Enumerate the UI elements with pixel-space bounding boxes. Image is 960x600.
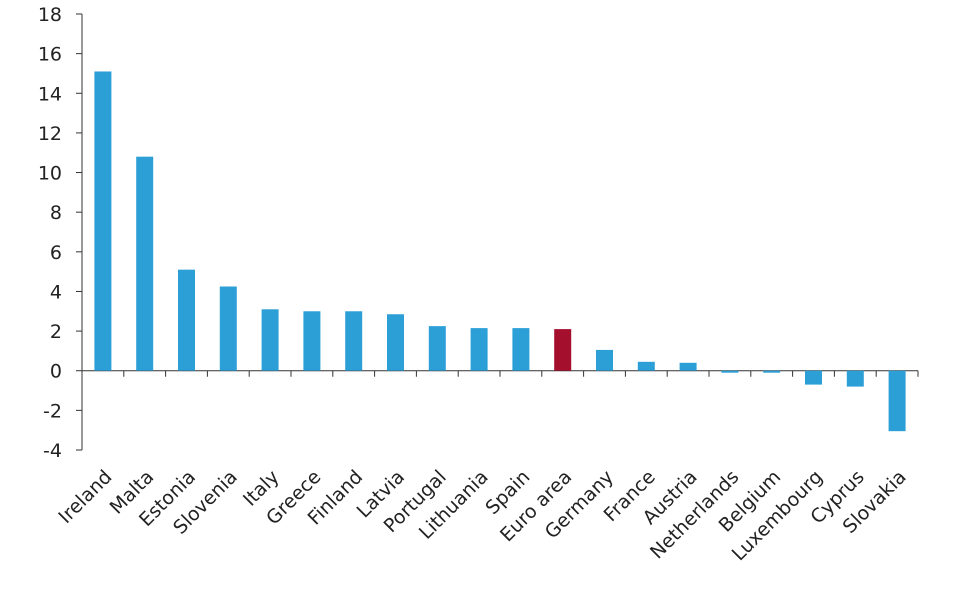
y-tick-label: 18 <box>38 4 62 26</box>
y-tick-label: 10 <box>38 163 62 185</box>
y-tick-label: 2 <box>50 321 62 343</box>
bar-greece <box>303 311 321 371</box>
bar-malta <box>136 156 154 371</box>
y-tick-label: 6 <box>50 242 62 264</box>
bar-portugal <box>428 326 446 371</box>
bar-spain <box>512 328 530 371</box>
bar-latvia <box>387 314 404 371</box>
bar-austria <box>679 362 697 371</box>
y-tick-label: 4 <box>50 281 62 303</box>
bar-cyprus <box>846 370 864 387</box>
bar-euro-area <box>554 329 572 371</box>
y-tick-label: 0 <box>50 361 62 383</box>
bar-netherlands <box>721 370 739 373</box>
y-axis: 18 16 14 12 10 8 6 4 2 0 -2 -4 <box>38 4 83 462</box>
bar-lithuania <box>470 328 488 371</box>
bar-germany <box>596 349 613 371</box>
y-tick-label: -2 <box>43 400 62 422</box>
bar-luxembourg <box>805 370 822 385</box>
x-category-label: Ireland <box>54 466 116 528</box>
bar-france <box>637 361 655 371</box>
x-axis <box>82 370 919 377</box>
bar-belgium <box>763 370 781 373</box>
y-tick-label: -4 <box>43 440 62 462</box>
bar-italy <box>261 309 279 371</box>
category-labels: IrelandMaltaEstoniaSloveniaItalyGreeceFi… <box>54 466 910 565</box>
y-tick-label: 8 <box>50 202 62 224</box>
bar-estonia <box>178 269 195 371</box>
bar-slovakia <box>888 370 906 432</box>
bar-slovenia <box>219 286 237 371</box>
y-tick-label: 16 <box>38 44 62 66</box>
y-tick-label: 12 <box>38 123 62 145</box>
bar-ireland <box>94 71 112 371</box>
bars <box>94 71 906 432</box>
bar-finland <box>345 311 363 371</box>
y-tick-label: 14 <box>38 83 62 105</box>
